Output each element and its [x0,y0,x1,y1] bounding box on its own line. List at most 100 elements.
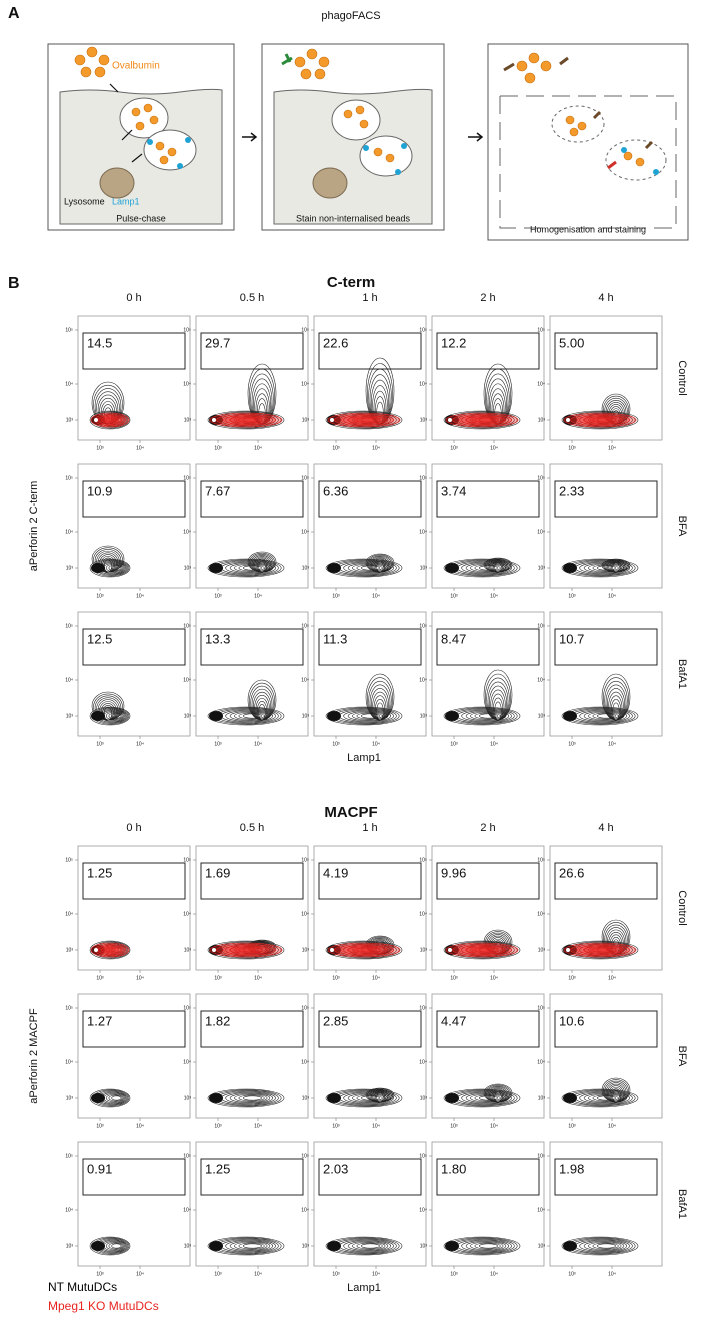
y-tick-label: 10⁵ [65,327,73,333]
contour-core [563,1093,577,1103]
x-tick-label: 10⁴ [372,741,380,747]
contour-core [91,1093,105,1103]
y-tick-label: 10⁵ [65,1153,73,1159]
ko-contour [590,418,610,422]
x-tick-label: 10³ [568,1271,576,1277]
gate-value: 2.85 [323,1013,348,1028]
y-tick-label: 10⁵ [183,1005,191,1011]
condition-label: BafA1 [676,659,688,689]
x-tick-label: 10³ [568,741,576,747]
x-tick-label: 10³ [450,1123,458,1129]
lysosome-label: Lysosome [64,196,105,206]
x-tick-label: 10⁴ [372,593,380,599]
y-tick-label: 10³ [184,1095,192,1101]
y-tick-label: 10³ [66,1243,74,1249]
facs-plot: 10³10⁴10³10⁴10⁵2.85 [301,994,426,1129]
y-tick-label: 10⁴ [183,529,191,535]
facs-plot: 10³10⁴10³10⁴10⁵26.6 [537,846,662,981]
contour-core [563,1241,577,1251]
x-tick-label: 10⁴ [254,975,262,981]
gate-value: 12.2 [441,335,466,350]
x-tick-label: 10⁴ [254,445,262,451]
x-tick-label: 10³ [568,445,576,451]
facs-plot: 10³10⁴10³10⁴10⁵12.5 [65,612,190,747]
facs-plot: 10³10⁴10³10⁴10⁵1.25 [65,846,190,981]
y-tick-label: 10³ [184,713,192,719]
y-tick-label: 10³ [538,947,546,953]
contour-core [327,563,341,573]
y-tick-label: 10⁵ [301,1005,309,1011]
y-tick-label: 10⁴ [419,911,427,917]
contour-core [445,1241,459,1251]
y-tick-label: 10⁵ [65,1005,73,1011]
timepoint-label: 0 h [126,292,141,304]
x-tick-label: 10³ [450,445,458,451]
x-tick-label: 10³ [214,1123,222,1129]
x-tick-label: 10³ [450,593,458,599]
panel-title: phagoFACS [321,10,380,22]
y-tick-label: 10⁵ [419,475,427,481]
contour-core [563,563,577,573]
ovalbumin-label: Ovalbumin [112,61,160,72]
x-tick-label: 10³ [96,741,104,747]
y-tick-label: 10⁵ [537,475,545,481]
y-tick-label: 10⁵ [301,623,309,629]
y-tick-label: 10⁵ [65,857,73,863]
x-tick-label: 10³ [214,593,222,599]
contour-core [209,1241,223,1251]
x-tick-label: 10⁴ [136,445,144,451]
gate-value: 10.9 [87,483,112,498]
y-tick-label: 10⁴ [419,529,427,535]
x-tick-label: 10³ [332,445,340,451]
x-tick-label: 10⁴ [136,1271,144,1277]
x-tick-label: 10³ [214,741,222,747]
y-tick-label: 10⁴ [65,1059,73,1065]
y-tick-label: 10³ [302,713,310,719]
x-tick-label: 10³ [332,593,340,599]
x-tick-label: 10³ [332,975,340,981]
contour-core [327,1093,341,1103]
y-tick-label: 10⁴ [537,911,545,917]
contour-core [445,711,459,721]
y-tick-label: 10⁴ [65,529,73,535]
x-tick-label: 10⁴ [608,593,616,599]
y-tick-label: 10³ [302,1095,310,1101]
x-tick-label: 10⁴ [490,1123,498,1129]
timepoint-label: 2 h [480,292,495,304]
contour-core [327,711,341,721]
facs-plot: 10³10⁴10³10⁴10⁵13.3 [183,612,308,747]
facs-plot: 10³10⁴10³10⁴10⁵3.74 [419,464,544,599]
x-axis-label: Lamp1 [347,752,381,764]
y-tick-label: 10⁴ [537,1207,545,1213]
y-tick-label: 10³ [538,417,546,423]
gate-value: 1.98 [559,1161,584,1176]
facs-plot: 10³10⁴10³10⁴10⁵5.00 [537,316,662,451]
gate-value: 8.47 [441,631,466,646]
gate-value: 1.80 [441,1161,466,1176]
lamp1-label: Lamp1 [112,196,140,206]
contour-core [209,563,223,573]
y-tick-label: 10⁴ [537,529,545,535]
y-tick-label: 10³ [420,1243,428,1249]
y-tick-label: 10⁴ [65,1207,73,1213]
facs-plot: 10³10⁴10³10⁴10⁵4.19 [301,846,426,981]
y-tick-label: 10⁴ [301,677,309,683]
y-tick-label: 10⁴ [301,1207,309,1213]
x-tick-label: 10³ [450,741,458,747]
contour-core [209,1093,223,1103]
panel-label: A [8,5,20,22]
gate-value: 10.6 [559,1013,584,1028]
y-tick-label: 10⁴ [301,1059,309,1065]
y-tick-label: 10⁵ [537,857,545,863]
x-tick-label: 10⁴ [372,1123,380,1129]
y-tick-label: 10³ [184,565,192,571]
gate-value: 1.69 [205,865,230,880]
facs-plot: 10³10⁴10³10⁴10⁵4.47 [419,994,544,1129]
y-tick-label: 10⁴ [419,1207,427,1213]
x-tick-label: 10⁴ [372,975,380,981]
x-tick-label: 10⁴ [136,975,144,981]
x-tick-label: 10⁴ [254,1123,262,1129]
ko-core [330,418,334,422]
